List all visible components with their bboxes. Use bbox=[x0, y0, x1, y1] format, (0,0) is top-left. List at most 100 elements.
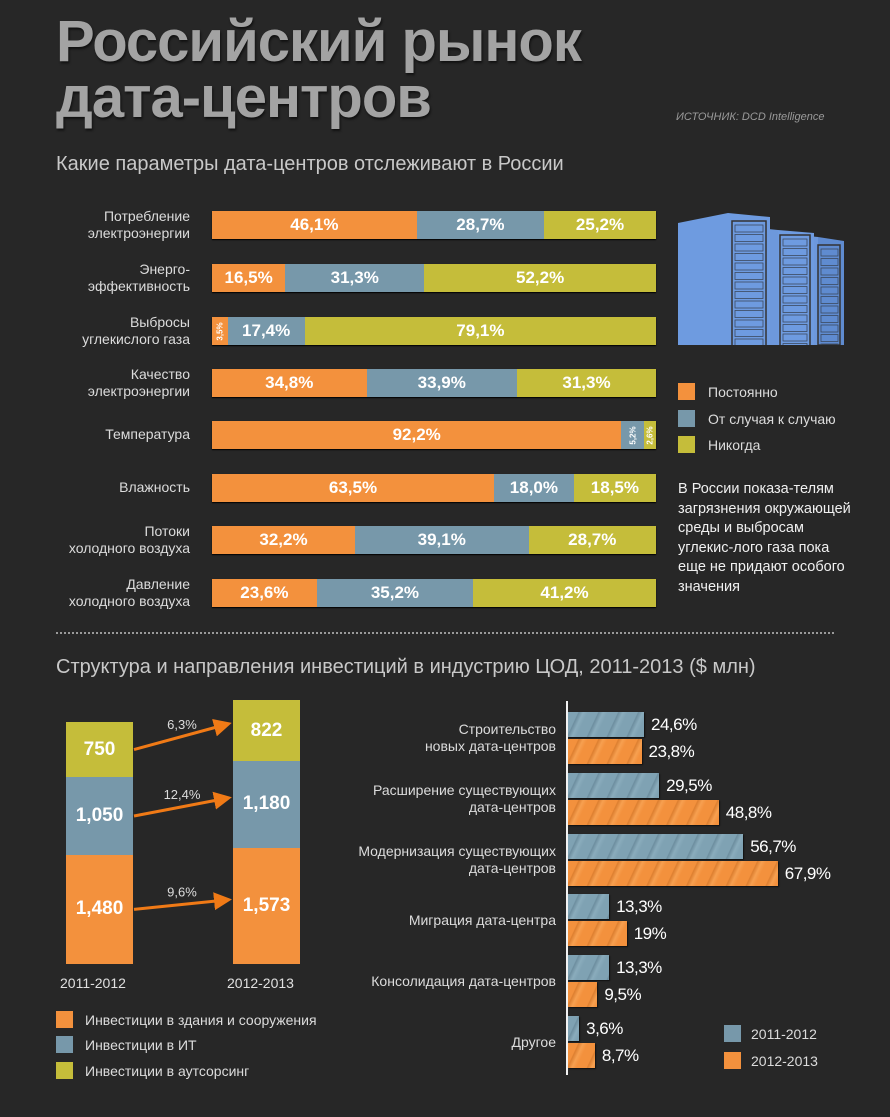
bar-segment: 79,1% bbox=[304, 317, 656, 345]
stacked-column: 1,573 1,180 822 bbox=[233, 700, 300, 964]
category-label: Модернизация существующих дата-центров bbox=[296, 843, 556, 877]
rack-slot bbox=[820, 343, 839, 345]
category-label-line: новых дата-центров bbox=[424, 738, 556, 754]
rack-slot bbox=[734, 329, 764, 337]
legend-swatch bbox=[724, 1025, 741, 1042]
rack-slot bbox=[820, 267, 839, 276]
segment-label: 52,2% bbox=[516, 268, 565, 287]
legend-label: Инвестиции в аутсорсинг bbox=[85, 1062, 250, 1079]
rack-slot bbox=[782, 276, 808, 285]
bar-segment: 16,5% bbox=[212, 264, 286, 292]
rack-slot bbox=[820, 286, 839, 295]
row-label: Качество электроэнергии bbox=[0, 366, 190, 400]
row-label-line: углекислого газа bbox=[82, 331, 190, 347]
segment-label: 92,2% bbox=[392, 425, 441, 444]
hbar-value: 13,3% bbox=[616, 958, 662, 977]
segment-label: 28,7% bbox=[456, 215, 505, 234]
section2-title: Структура и направления инвестиций в инд… bbox=[56, 656, 756, 678]
legend-item: 2011-2012 bbox=[724, 1025, 817, 1042]
rack-slot bbox=[734, 234, 764, 242]
rack-slot bbox=[734, 319, 764, 328]
legend-label: Никогда bbox=[708, 436, 761, 453]
rack-slot bbox=[734, 281, 764, 290]
segment-label: 31,3% bbox=[330, 268, 379, 287]
segment-label: 32,2% bbox=[259, 530, 308, 549]
row-label-line: холодного воздуха bbox=[68, 540, 190, 556]
bar-segment: 63,5% bbox=[212, 474, 494, 502]
legend-item: Инвестиции в аутсорсинг bbox=[56, 1062, 249, 1079]
rack-slot bbox=[734, 243, 764, 252]
rack-slot bbox=[782, 333, 808, 342]
stacked-bar: 16,5% 31,3% 52,2% bbox=[212, 264, 656, 292]
rack-slot bbox=[782, 286, 808, 294]
category-label: Строительство новых дата-центров bbox=[296, 721, 556, 755]
hbar-value: 56,7% bbox=[750, 837, 796, 856]
rack-slot bbox=[782, 343, 808, 345]
bar-segment: 3,5% bbox=[212, 317, 228, 345]
segment-label: 18,0% bbox=[509, 478, 558, 497]
category-label: Консолидация дата-центров bbox=[296, 973, 556, 990]
category-label: Другое bbox=[296, 1034, 556, 1051]
stacked-bar: 92,2% 5,2% 2,6% bbox=[212, 421, 656, 449]
legend-item: Никогда bbox=[678, 436, 760, 453]
hbar-value: 3,6% bbox=[586, 1019, 623, 1038]
bar-segment: 92,2% bbox=[212, 421, 622, 449]
bar-segment: 28,7% bbox=[416, 211, 545, 239]
rack-slot bbox=[782, 314, 808, 323]
hbar bbox=[568, 712, 644, 737]
column-segment: 822 bbox=[233, 700, 300, 761]
column-segment: 1,573 bbox=[233, 847, 300, 964]
bar-segment: 31,3% bbox=[517, 369, 656, 397]
hbar-value: 29,5% bbox=[666, 776, 712, 795]
rack-slot bbox=[734, 310, 764, 318]
legend-item: Инвестиции в здания и сооружения bbox=[56, 1011, 317, 1028]
bar-segment: 2,6% bbox=[644, 421, 656, 449]
rack-slot bbox=[820, 324, 839, 333]
legend-item: От случая к случаю bbox=[678, 410, 836, 427]
legend-item: 2012-2013 bbox=[724, 1052, 818, 1069]
growth-label: 9,6% bbox=[167, 885, 197, 900]
rack-slot bbox=[782, 267, 808, 275]
category-label-line: дата-центров bbox=[468, 799, 556, 815]
rack-slot bbox=[734, 262, 764, 271]
segment-label: 31,3% bbox=[562, 373, 611, 392]
segment-label: 17,4% bbox=[242, 321, 291, 340]
legend-swatch bbox=[678, 383, 695, 400]
category-label-line: Миграция дата-центра bbox=[408, 912, 556, 928]
row-label: Выбросы углекислого газа bbox=[0, 314, 190, 348]
info-note: В России показа-телям загрязнения окружа… bbox=[678, 481, 851, 595]
bar-segment: 32,2% bbox=[212, 526, 355, 554]
bar-segment: 52,2% bbox=[424, 264, 656, 292]
hbar-value: 13,3% bbox=[616, 897, 662, 916]
hbar-value: 24,6% bbox=[651, 715, 697, 734]
rack-slot bbox=[734, 253, 764, 261]
column-segment: 1,480 bbox=[66, 854, 133, 964]
bar-segment: 33,9% bbox=[366, 369, 518, 397]
hbar-value: 23,8% bbox=[648, 742, 695, 761]
segment-label: 16,5% bbox=[224, 268, 273, 287]
rack-slot bbox=[820, 334, 839, 342]
row-label-line: холодного воздуха bbox=[68, 593, 190, 609]
bar-segment: 25,2% bbox=[544, 211, 656, 239]
row-label-line: Энерго- bbox=[139, 261, 190, 277]
segment-label: 39,1% bbox=[417, 530, 466, 549]
row-label-line: эффективность bbox=[87, 278, 190, 294]
hbar bbox=[568, 834, 744, 859]
rack-slot bbox=[782, 324, 808, 332]
bar-segment: 41,2% bbox=[473, 579, 656, 607]
bar-segment: 5,2% bbox=[621, 421, 645, 449]
column-segment: 750 bbox=[66, 721, 133, 778]
hbar bbox=[568, 773, 660, 798]
category-label-line: Консолидация дата-центров bbox=[371, 973, 556, 989]
bar-segment: 35,2% bbox=[316, 579, 474, 607]
category-label: Миграция дата-центра bbox=[296, 912, 556, 929]
row-label-line: Температура bbox=[105, 426, 190, 442]
stacked-column: 1,480 1,050 750 bbox=[66, 721, 133, 964]
row-label-line: электроэнергии bbox=[87, 383, 190, 399]
growth-label: 12,4% bbox=[164, 787, 201, 802]
column-label: 2011-2012 bbox=[60, 975, 126, 991]
hbar bbox=[568, 955, 610, 980]
category-label-line: Строительство bbox=[458, 721, 556, 737]
rack-slot bbox=[820, 258, 839, 266]
title-line-1: Российский рынок bbox=[56, 9, 582, 74]
